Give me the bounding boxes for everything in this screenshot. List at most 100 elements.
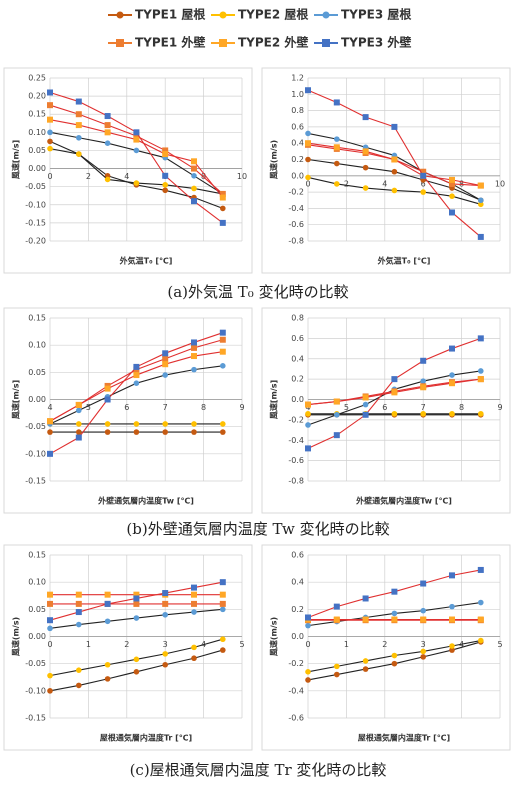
- data-point: [219, 190, 226, 197]
- y-axis-title: 風速[m/s]: [11, 380, 21, 419]
- data-point: [477, 376, 484, 383]
- data-point: [219, 591, 226, 598]
- data-point: [104, 176, 111, 183]
- data-point: [220, 363, 226, 369]
- data-point: [104, 385, 111, 392]
- y-tick-label: 0.0: [291, 395, 304, 404]
- x-tick-label: 3: [421, 640, 426, 649]
- data-point: [75, 111, 82, 118]
- x-tick-label: 10: [495, 179, 505, 188]
- y-tick-label: 0.2: [291, 605, 304, 614]
- data-point: [47, 129, 53, 136]
- data-point: [420, 616, 427, 623]
- data-point: [305, 174, 311, 181]
- data-point: [305, 410, 311, 417]
- data-point: [420, 607, 427, 614]
- y-tick-label: 0.15: [28, 551, 46, 560]
- data-point: [162, 372, 168, 378]
- data-point: [305, 622, 311, 629]
- x-tick-label: 4: [382, 179, 387, 188]
- data-point: [305, 422, 311, 428]
- data-point: [391, 652, 398, 659]
- data-point: [478, 410, 484, 417]
- y-tick-label: 1.2: [291, 74, 304, 83]
- data-point: [133, 136, 140, 143]
- data-point: [191, 366, 197, 373]
- data-point: [219, 348, 226, 355]
- x-tick-label: 6: [124, 403, 129, 412]
- y-tick-label: 0.00: [28, 395, 46, 404]
- data-point: [333, 603, 340, 610]
- data-point: [420, 384, 427, 391]
- data-point: [420, 378, 427, 384]
- data-point: [162, 661, 168, 668]
- x-tick-label: 9: [239, 403, 244, 412]
- data-point: [47, 617, 53, 624]
- y-tick-label: 0.4: [291, 354, 304, 363]
- data-point: [191, 421, 197, 427]
- data-point: [133, 615, 140, 621]
- x-tick-label: 2: [382, 640, 387, 649]
- data-point: [162, 421, 168, 427]
- data-point: [104, 122, 111, 129]
- data-point: [305, 614, 311, 621]
- data-point: [391, 187, 398, 194]
- data-point: [333, 616, 340, 623]
- data-point: [104, 421, 111, 427]
- y-tick-label: 0.05: [28, 368, 46, 377]
- data-point: [420, 648, 427, 655]
- data-point: [191, 158, 197, 165]
- legend-label: TYPE2 屋根: [238, 7, 308, 22]
- data-point: [478, 637, 484, 644]
- x-tick-label: 1: [86, 640, 91, 649]
- x-axis-title: 外気温T₀ [℃]: [378, 256, 431, 266]
- data-point: [191, 353, 197, 360]
- x-tick-label: 8: [201, 403, 206, 412]
- data-point: [305, 669, 311, 675]
- x-tick-label: 7: [421, 403, 426, 412]
- y-tick-label: 0.8: [291, 106, 304, 115]
- data-point: [449, 603, 455, 610]
- x-tick-label: 5: [239, 640, 244, 649]
- y-tick-label: 0.15: [28, 314, 46, 323]
- y-tick-label: -0.6: [288, 456, 304, 465]
- data-point: [47, 89, 53, 96]
- data-point: [391, 410, 398, 417]
- data-point: [104, 396, 111, 403]
- data-point: [162, 147, 169, 154]
- data-point: [478, 599, 484, 606]
- y-tick-label: -0.15: [25, 218, 46, 227]
- x-axis-title: 外壁通気層内温度Tw [℃]: [98, 496, 194, 506]
- y-tick-label: -0.8: [288, 477, 304, 486]
- data-point: [162, 355, 169, 362]
- chart-frame: [261, 67, 511, 274]
- data-point: [47, 429, 53, 435]
- data-point: [449, 193, 455, 199]
- data-point: [162, 651, 168, 657]
- data-point: [76, 621, 82, 628]
- data-point: [47, 418, 53, 425]
- data-point: [420, 172, 427, 179]
- data-point: [449, 572, 455, 579]
- y-axis-title: 風速(m/s): [269, 617, 279, 656]
- data-point: [191, 165, 197, 172]
- data-point: [191, 185, 197, 192]
- data-point: [104, 429, 111, 435]
- data-point: [220, 606, 226, 613]
- legend-marker: [219, 39, 227, 47]
- y-tick-label: -0.4: [288, 204, 304, 213]
- data-point: [133, 429, 140, 435]
- y-tick-label: 0.20: [28, 92, 46, 101]
- y-tick-label: 0.05: [28, 605, 46, 614]
- data-point: [133, 363, 140, 370]
- data-point: [305, 677, 311, 683]
- legend-marker: [219, 11, 227, 19]
- data-point: [362, 666, 369, 672]
- caption: (b)外壁通気層内温度 Tw 変化時の比較: [126, 520, 389, 538]
- data-point: [391, 156, 398, 163]
- data-point: [47, 138, 53, 145]
- data-point: [220, 636, 226, 643]
- x-tick-label: 2: [124, 640, 129, 649]
- y-tick-label: 0.15: [28, 110, 46, 119]
- x-tick-label: 0: [47, 172, 52, 181]
